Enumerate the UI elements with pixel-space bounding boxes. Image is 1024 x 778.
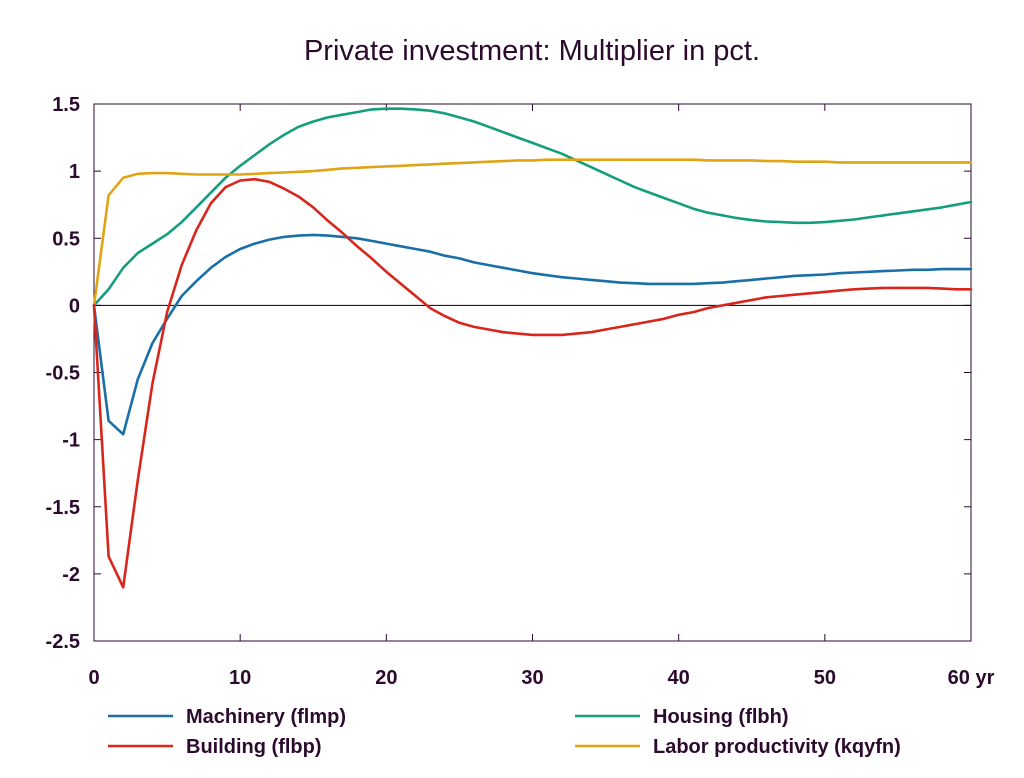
legend-label: Housing (flbh) — [653, 706, 789, 728]
plot-frame — [93, 103, 972, 642]
y-tick-label: 0 — [69, 295, 80, 317]
axes: 1.5 1 0.5 0 -0.5 -1 -1.5 -2 -2.5 0 10 20 30 40 50 60 yr — [46, 94, 995, 689]
x-tick-label: 0 — [88, 667, 99, 689]
x-tick-label: 30 — [521, 667, 543, 689]
y-tick-label: -2.5 — [46, 631, 80, 653]
y-tick-label: -1 — [62, 430, 80, 452]
y-tick-label: 0.5 — [52, 228, 80, 250]
x-tick-label: 10 — [229, 667, 251, 689]
y-tick-label: 1.5 — [52, 94, 80, 116]
series-line-1 — [92, 177, 973, 589]
x-tick-label: 40 — [668, 667, 690, 689]
legend-label: Labor productivity (kqyfn) — [653, 736, 901, 758]
y-tick-label: -2 — [62, 564, 80, 586]
x-tick-label: 60 yr — [948, 667, 995, 689]
series-line-2 — [92, 107, 973, 307]
series-line-0 — [92, 233, 973, 436]
legend-label: Building (flbp) — [186, 736, 322, 758]
x-tick-label: 20 — [375, 667, 397, 689]
y-tick-label: 1 — [69, 161, 80, 183]
legend: Machinery (flmp) Building (flbp) Housing (… — [108, 706, 901, 758]
x-tick-label: 50 — [814, 667, 836, 689]
chart-title: Private investment: Multiplier in pct. — [304, 35, 760, 67]
series-line-3 — [92, 158, 973, 307]
y-tick-label: -0.5 — [46, 363, 80, 385]
y-tick-label: -1.5 — [46, 497, 80, 519]
series-layer — [92, 107, 973, 589]
legend-label: Machinery (flmp) — [186, 706, 346, 728]
